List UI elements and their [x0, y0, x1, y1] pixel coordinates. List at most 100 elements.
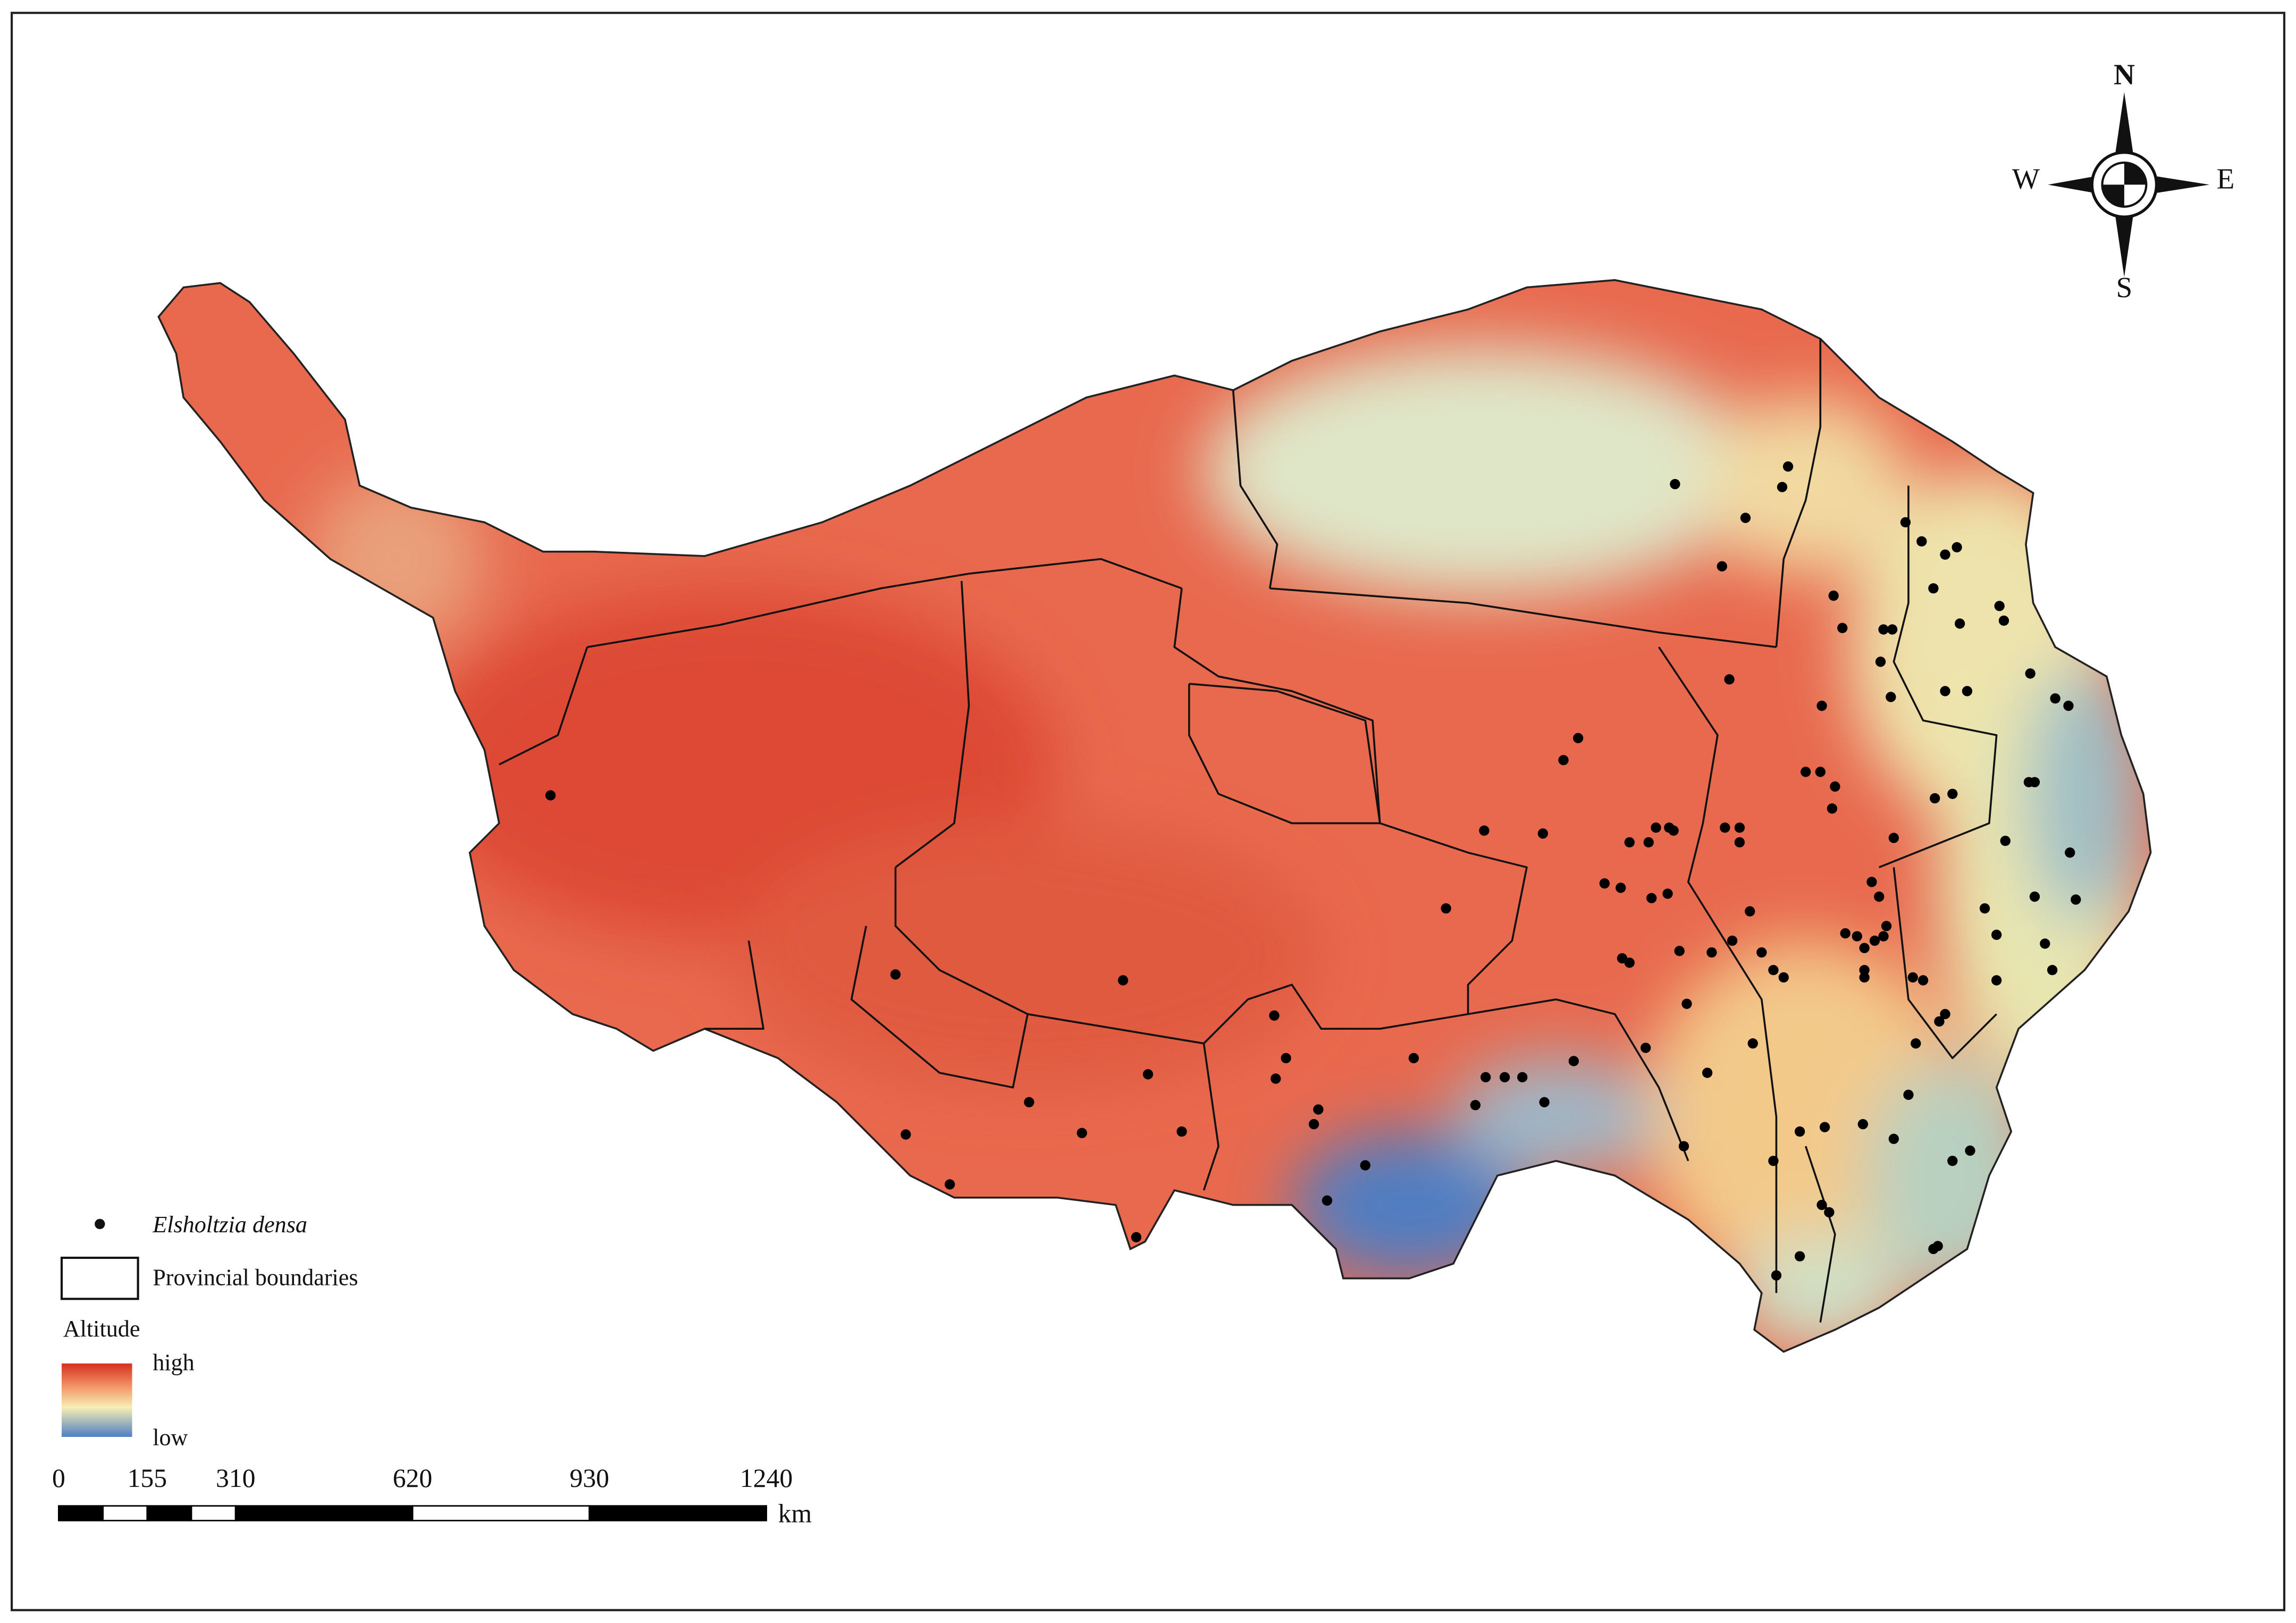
- occurrence-point: [1794, 1126, 1805, 1137]
- occurrence-point: [1668, 825, 1679, 836]
- occurrence-point: [1117, 975, 1129, 986]
- occurrence-point: [1932, 1241, 1943, 1251]
- scale-segment: [58, 1505, 104, 1521]
- scale-segment: [102, 1505, 148, 1521]
- occurrence-point: [1777, 482, 1788, 492]
- frame: [11, 12, 2285, 1611]
- occurrence-point: [1928, 583, 1939, 594]
- legend-altitude: Altitude: [63, 1316, 140, 1342]
- occurrence-point: [1702, 1067, 1713, 1078]
- occurrence-point: [1537, 828, 1549, 839]
- occurrence-point: [1878, 624, 1889, 635]
- occurrence-point: [1269, 1010, 1280, 1021]
- occurrence-point: [1965, 1145, 1975, 1156]
- boundary: [894, 867, 1468, 1045]
- compass: N S W E: [2012, 58, 2234, 303]
- scale-segment: [411, 1505, 591, 1521]
- legend-high: high: [153, 1350, 195, 1376]
- occurrence-point: [1720, 822, 1730, 833]
- occurrence-point: [1930, 793, 1940, 804]
- boundary: [1879, 485, 1998, 869]
- occurrence-point: [1408, 1053, 1419, 1064]
- occurrence-point: [1480, 1072, 1491, 1082]
- occurrence-point: [1756, 947, 1767, 958]
- occurrence-point: [1827, 803, 1838, 814]
- boundary: [1468, 998, 1689, 1162]
- boundary: [1775, 339, 1822, 647]
- occurrence-point: [1878, 931, 1889, 941]
- occurrence-point: [1624, 837, 1635, 848]
- scale-label: 155: [128, 1464, 167, 1493]
- occurrence-point: [1991, 975, 2002, 986]
- boundary: [587, 558, 1182, 648]
- legend: Elsholtzia densa Provincial boundaries A…: [60, 1212, 358, 1451]
- occurrence-point: [1768, 965, 1779, 976]
- boundary: [704, 940, 764, 1030]
- occurrence-point: [1616, 882, 1626, 893]
- scale-segment: [190, 1505, 237, 1521]
- occurrence-point: [2029, 892, 2040, 902]
- occurrence-point: [1824, 1207, 1835, 1218]
- occurrence-point: [2040, 938, 2050, 949]
- occurrence-point: [1734, 837, 1745, 848]
- occurrence-point: [1727, 935, 1738, 946]
- occurrence-point: [1830, 781, 1840, 792]
- scale-unit: km: [778, 1499, 812, 1528]
- boundary: [1658, 646, 1778, 1293]
- occurrence-point: [1907, 972, 1918, 983]
- occurrence-point: [1917, 975, 1929, 986]
- boundary: [1232, 390, 1279, 589]
- occurrence-point: [1903, 1089, 1914, 1100]
- occurrence-point: [1998, 615, 2009, 626]
- occurrence-point: [1962, 686, 1973, 696]
- occurrence-point: [1866, 877, 1877, 887]
- boundary: [1269, 587, 1777, 648]
- occurrence-point: [1322, 1195, 1333, 1206]
- occurrence-point: [1142, 1069, 1154, 1080]
- occurrence-point: [1479, 825, 1490, 836]
- occurrence-point: [1815, 767, 1826, 777]
- legend-dot: [95, 1218, 105, 1230]
- boundary: [499, 646, 588, 766]
- boundary: [1893, 867, 1997, 1059]
- occurrence-point: [1874, 892, 1885, 902]
- occurrence-point: [1572, 733, 1584, 744]
- occurrence-point: [1646, 893, 1657, 904]
- occurrence-point: [1840, 928, 1851, 939]
- compass-e: E: [2217, 162, 2235, 195]
- occurrence-point: [1662, 888, 1673, 899]
- legend-species: Elsholtzia densa: [152, 1212, 307, 1238]
- altitude-surface: [158, 280, 2151, 1352]
- occurrence-point: [1670, 479, 1680, 490]
- occurrence-point: [1828, 590, 1839, 601]
- scale-segment: [588, 1505, 767, 1521]
- occurrence-point: [1745, 906, 1755, 916]
- occurrence-point: [1816, 1199, 1827, 1210]
- compass-n: N: [2114, 58, 2135, 90]
- occurrence-point: [890, 969, 901, 980]
- occurrence-point: [1740, 512, 1751, 523]
- occurrence-point: [1940, 686, 1950, 696]
- scale-label: 620: [393, 1464, 433, 1493]
- scale-segment: [146, 1505, 192, 1521]
- occurrence-point: [1881, 921, 1892, 931]
- occurrence-point: [1747, 1038, 1758, 1049]
- occurrence-point: [1076, 1128, 1087, 1138]
- occurrence-point: [2063, 701, 2074, 711]
- occurrence-point: [1717, 561, 1727, 571]
- provincial-boundaries: [499, 339, 1998, 1323]
- occurrence-point: [945, 1179, 955, 1190]
- occurrence-point: [1991, 929, 2002, 940]
- occurrence-point: [1954, 618, 1965, 629]
- occurrence-point: [1360, 1160, 1370, 1171]
- occurrence-point: [1947, 788, 1958, 800]
- occurrence-point: [1313, 1104, 1324, 1115]
- occurrence-point: [1869, 935, 1880, 946]
- occurrence-point: [1517, 1072, 1528, 1082]
- occurrence-point: [1819, 1122, 1830, 1132]
- occurrence-point: [1308, 1119, 1319, 1130]
- occurrence-point: [2065, 847, 2075, 858]
- boundary: [895, 581, 970, 868]
- occurrence-point: [1911, 1038, 1921, 1049]
